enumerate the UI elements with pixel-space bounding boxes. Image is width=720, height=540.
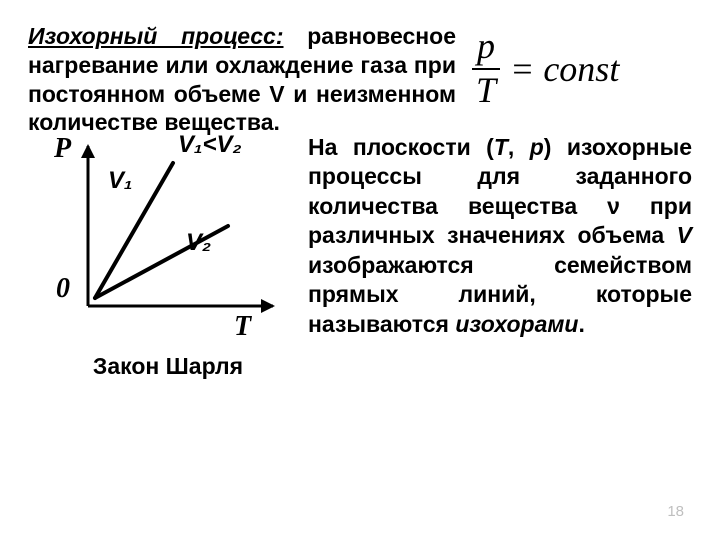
left-column: P 0 T V₁<V₂ V₁ V₂ Закон Шарля (28, 131, 308, 380)
isochore-chart: P 0 T V₁<V₂ V₁ V₂ (38, 131, 298, 351)
top-row: Изохорный процесс: равновесное нагревани… (28, 22, 692, 137)
line-v1-label: V₁ (108, 167, 132, 195)
page-number: 18 (667, 503, 684, 520)
definition-block: Изохорный процесс: равновесное нагревани… (28, 22, 456, 137)
mid-row: P 0 T V₁<V₂ V₁ V₂ Закон Шарля На плоскос… (28, 131, 692, 380)
y-axis-label: P (54, 133, 71, 165)
inequality-label: V₁<V₂ (178, 131, 242, 159)
chart-svg (38, 131, 298, 351)
definition-title: Изохорный процесс: (28, 23, 284, 49)
formula-rhs: = const (510, 48, 619, 90)
origin-label: 0 (56, 273, 70, 305)
denominator: T (472, 72, 500, 110)
formula: p T = const (472, 28, 692, 110)
chart-caption: Закон Шарля (93, 353, 243, 380)
line-v2-label: V₂ (186, 229, 211, 257)
fraction: p T (472, 28, 500, 110)
x-axis-label: T (234, 311, 251, 343)
slide-page: Изохорный процесс: равновесное нагревани… (0, 0, 720, 540)
description-block: На плоскости (T, p) изохорные процессы д… (308, 131, 692, 380)
numerator: p (473, 28, 499, 66)
formula-block: p T = const (466, 22, 692, 137)
